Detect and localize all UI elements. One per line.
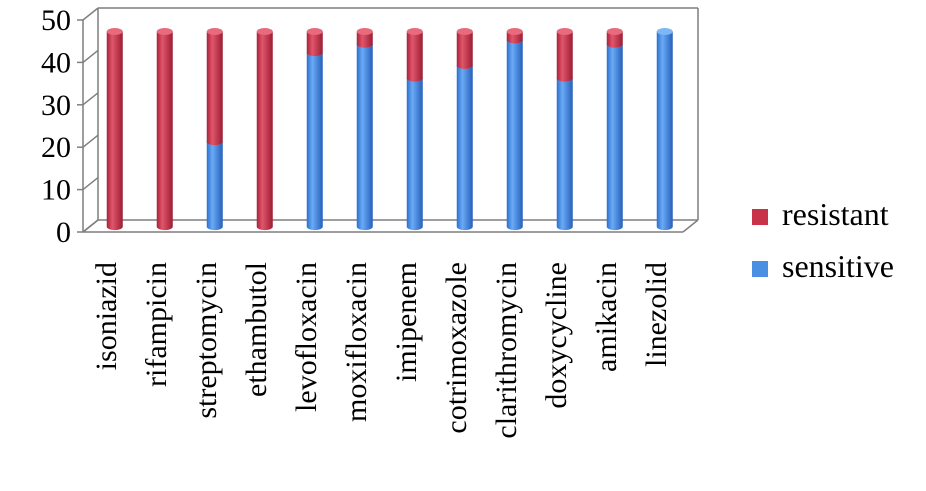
bar-cap bbox=[256, 28, 273, 36]
bar-body bbox=[556, 31, 573, 82]
x-axis-labels: isoniazid rifampicin streptomycin ethambuto… bbox=[90, 262, 673, 439]
bar-body bbox=[106, 31, 123, 231]
bar-cap bbox=[306, 28, 323, 36]
bar-body bbox=[206, 31, 223, 146]
bar-body bbox=[556, 78, 573, 231]
bar-body bbox=[456, 31, 473, 69]
y-tick-depth-line bbox=[82, 177, 99, 191]
bar-body bbox=[606, 31, 623, 48]
x-tick-label: cotrimoxazole bbox=[440, 262, 473, 434]
x-tick-label: rifampicin bbox=[140, 262, 173, 387]
bar-segment-sensitive bbox=[306, 49, 323, 231]
bar-body bbox=[256, 31, 273, 231]
x-tick-label: moxifloxacin bbox=[340, 262, 373, 422]
x-tick-label: isoniazid bbox=[90, 262, 123, 370]
legend-swatch-resistant bbox=[752, 209, 768, 225]
y-tick-label: 50 bbox=[41, 4, 71, 37]
bar-cap bbox=[356, 28, 373, 36]
x-tick-label: ethambutol bbox=[240, 262, 273, 397]
bar-segment-sensitive bbox=[606, 40, 623, 231]
bar-segment-resistant bbox=[256, 28, 273, 231]
bar-body bbox=[356, 44, 373, 231]
bar-segment-resistant bbox=[606, 28, 623, 48]
bar-body bbox=[606, 44, 623, 231]
bar-segment-sensitive bbox=[656, 28, 673, 231]
legend-swatch-sensitive bbox=[752, 261, 768, 277]
y-tick-label: 0 bbox=[56, 216, 71, 249]
bar-body bbox=[456, 65, 473, 231]
x-tick-label: levofloxacin bbox=[290, 262, 323, 412]
x-tick-label: imipenem bbox=[390, 262, 423, 382]
y-tick-depth-line bbox=[82, 134, 99, 148]
bar-segment-resistant bbox=[456, 28, 473, 69]
bar-segment-sensitive bbox=[406, 74, 423, 231]
y-tick-label: 20 bbox=[41, 131, 71, 164]
bar-cap bbox=[456, 28, 473, 36]
y-axis-ticks: 0 10 20 30 40 50 bbox=[41, 4, 99, 249]
bar-segment-resistant bbox=[156, 28, 173, 231]
bar-segment-resistant bbox=[306, 28, 323, 57]
y-tick-label: 40 bbox=[41, 46, 71, 79]
y-tick-depth-line bbox=[82, 49, 99, 63]
bars bbox=[106, 28, 673, 231]
bar-segment-sensitive bbox=[206, 138, 223, 231]
bar-body bbox=[306, 52, 323, 231]
bar-segment-resistant bbox=[556, 28, 573, 82]
bar-body bbox=[656, 31, 673, 231]
bar-body bbox=[406, 31, 423, 82]
bar-body bbox=[206, 141, 223, 231]
x-tick-label: doxycycline bbox=[540, 262, 573, 409]
y-tick-depth-line bbox=[82, 219, 99, 233]
legend-label-sensitive: sensitive bbox=[782, 248, 894, 284]
bar-segment-sensitive bbox=[556, 74, 573, 231]
legend-label-resistant: resistant bbox=[782, 196, 889, 232]
x-tick-label: linezolid bbox=[640, 262, 673, 367]
bar-segment-sensitive bbox=[456, 61, 473, 231]
bar-segment-resistant bbox=[106, 28, 123, 231]
bar-segment-resistant bbox=[406, 28, 423, 82]
bar-cap bbox=[506, 28, 523, 36]
x-tick-label: amikacin bbox=[590, 262, 623, 372]
bar-body bbox=[506, 40, 523, 231]
bar-cap bbox=[156, 28, 173, 36]
y-tick-depth-line bbox=[82, 92, 99, 106]
bar-cap bbox=[556, 28, 573, 36]
bar-body bbox=[156, 31, 173, 231]
bar-cap bbox=[606, 28, 623, 36]
floor-right-edge bbox=[682, 219, 699, 233]
x-tick-label: streptomycin bbox=[190, 262, 223, 419]
x-tick-label: clarithromycin bbox=[490, 262, 523, 439]
bar-segment-sensitive bbox=[356, 40, 373, 231]
bar-cap bbox=[406, 28, 423, 36]
bar-segment-resistant bbox=[206, 28, 223, 146]
bar-body bbox=[356, 31, 373, 48]
bar-segment-resistant bbox=[506, 28, 523, 44]
y-tick-depth-line bbox=[82, 7, 99, 21]
legend: resistant sensitive bbox=[752, 196, 894, 284]
bar-cap bbox=[106, 28, 123, 36]
bar-segment-sensitive bbox=[506, 36, 523, 231]
y-tick-label: 30 bbox=[41, 89, 71, 122]
bar-body bbox=[406, 78, 423, 231]
y-tick-label: 10 bbox=[41, 174, 71, 207]
bar-cap bbox=[206, 28, 223, 36]
bar-body bbox=[306, 31, 323, 57]
bar-segment-resistant bbox=[356, 28, 373, 48]
plot-frame bbox=[82, 7, 699, 233]
bar-cap bbox=[656, 28, 673, 36]
